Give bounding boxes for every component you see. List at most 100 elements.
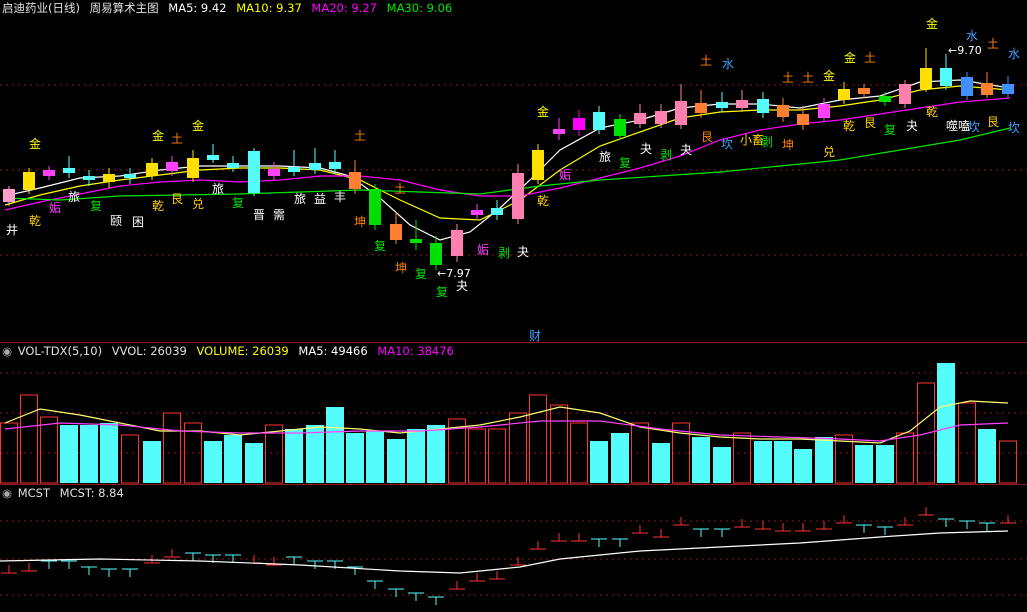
candle-body-19 bbox=[390, 224, 402, 240]
volume-panel[interactable]: ◉ VOL-TDX(5,10) VVOL: 26039 VOLUME: 2603… bbox=[0, 343, 1027, 484]
gua-label: 姤 bbox=[559, 168, 571, 182]
candle-body-22 bbox=[451, 230, 463, 256]
gua-label: 夬 bbox=[680, 143, 692, 157]
candle-body-14 bbox=[288, 167, 300, 172]
volume-bar-40 bbox=[815, 437, 833, 483]
candle-body-9 bbox=[187, 158, 199, 178]
gua-label: 夬 bbox=[906, 119, 918, 133]
gua-label: 土 bbox=[171, 132, 183, 146]
volume-bar-44 bbox=[896, 432, 914, 484]
volume-indicator-name[interactable]: VOL-TDX(5,10) bbox=[17, 344, 103, 358]
candle-body-17 bbox=[349, 172, 361, 189]
candle-body-16 bbox=[329, 162, 341, 169]
candle-body-10 bbox=[207, 155, 219, 160]
low-price-marker: ←7.97 bbox=[437, 267, 471, 280]
mcst-panel[interactable]: ◉ MCST MCST: 8.84 bbox=[0, 485, 1027, 612]
gua-label: 土 bbox=[987, 37, 999, 51]
candle-body-31 bbox=[634, 113, 646, 124]
mcst-indicator-name[interactable]: MCST bbox=[17, 486, 50, 500]
candle-body-43 bbox=[879, 96, 891, 102]
volume-bar-14 bbox=[285, 429, 303, 483]
ma5-line bbox=[4, 79, 1011, 241]
gua-label: 兑 bbox=[192, 197, 204, 211]
main-chart-panel[interactable]: 启迪药业(日线) 周易算术主图 MA5: 9.42 MA10: 9.37 MA2… bbox=[0, 0, 1027, 342]
volume-bar-20 bbox=[407, 429, 425, 483]
volume-bar-34 bbox=[692, 437, 710, 483]
candle-body-20 bbox=[410, 239, 422, 243]
gua-label: 艮 bbox=[864, 116, 876, 130]
volume-bar-26 bbox=[529, 394, 547, 484]
stock-name: 启迪药业(日线) bbox=[2, 1, 80, 15]
volume-bar-23 bbox=[468, 428, 486, 484]
gua-label: 土 bbox=[782, 71, 794, 85]
volume-bar-16 bbox=[326, 407, 344, 483]
vol-ma5-readout: MA5: 49466 bbox=[298, 344, 368, 358]
gua-label: 复 bbox=[415, 267, 427, 281]
gua-label: 艮 bbox=[701, 130, 713, 144]
candle-body-41 bbox=[838, 89, 850, 100]
volume-bar-3 bbox=[60, 425, 78, 483]
volume-bar-48 bbox=[978, 429, 996, 483]
volume-bar-11 bbox=[224, 435, 242, 483]
volume-chart[interactable] bbox=[0, 343, 1027, 484]
panel-divider bbox=[0, 484, 1027, 485]
volume-bar-0 bbox=[0, 422, 18, 484]
candle-body-21 bbox=[430, 243, 442, 265]
gua-label: 金 bbox=[29, 136, 41, 151]
mcst-chart[interactable] bbox=[0, 485, 1027, 612]
candle-body-23 bbox=[471, 210, 483, 215]
volume-bar-42 bbox=[855, 445, 873, 483]
gua-label: 兑 bbox=[823, 145, 835, 159]
gua-label: 乾 bbox=[537, 194, 549, 208]
candle-body-44 bbox=[899, 84, 911, 104]
vol-ma5-line bbox=[4, 400, 1009, 444]
gua-label: 坎 bbox=[968, 120, 980, 134]
circle-icon[interactable]: ◉ bbox=[2, 486, 13, 500]
gua-label: 乾 bbox=[926, 105, 938, 119]
volume-header: ◉ VOL-TDX(5,10) VVOL: 26039 VOLUME: 2603… bbox=[2, 344, 460, 358]
gua-label: 金 bbox=[823, 68, 835, 83]
volume-bar-2 bbox=[40, 416, 58, 484]
gua-label: 水 bbox=[722, 57, 734, 71]
candle-body-29 bbox=[593, 112, 605, 130]
gua-label: 土 bbox=[700, 54, 712, 68]
candle-body-34 bbox=[695, 103, 707, 113]
candlestick-chart[interactable]: 井乾金姤旅复颐 困乾金 土艮金兑旅复晋 需旅益丰土坤土复坤 复复 夬姤剥夬金乾姤旅 复夬剥夬… bbox=[0, 0, 1027, 342]
gua-label: 夬 bbox=[517, 245, 529, 259]
gua-label: 晋 bbox=[253, 208, 265, 222]
gua-label: 坤 bbox=[354, 214, 366, 229]
candle-body-49 bbox=[1002, 84, 1014, 94]
gua-label: 剥 bbox=[498, 246, 510, 260]
gua-label: 土 bbox=[354, 129, 366, 143]
gua-label: 艮 bbox=[987, 115, 999, 129]
gua-label: 坤 bbox=[395, 260, 407, 275]
circle-icon[interactable]: ◉ bbox=[2, 344, 13, 358]
candle-body-6 bbox=[124, 174, 136, 178]
gua-label: 金 bbox=[537, 104, 549, 119]
candle-body-24 bbox=[491, 208, 503, 215]
candle-body-5 bbox=[103, 174, 115, 182]
candle-body-30 bbox=[614, 119, 626, 136]
volume-bar-25 bbox=[509, 412, 527, 484]
gua-label: 坎 bbox=[1008, 121, 1020, 135]
candle-body-12 bbox=[248, 151, 260, 193]
volume-bar-31 bbox=[631, 422, 649, 484]
high-price-marker: ←9.70 bbox=[948, 44, 982, 57]
gua-label: 金 bbox=[152, 128, 164, 143]
gua-label: 金 bbox=[192, 118, 204, 133]
volume-bar-45 bbox=[917, 382, 935, 484]
gua-label: 坎 bbox=[721, 137, 733, 151]
volume-bar-1 bbox=[20, 394, 38, 484]
gua-label: 乾 bbox=[29, 214, 41, 228]
volume-bar-21 bbox=[427, 425, 445, 483]
indicator-name[interactable]: 周易算术主图 bbox=[89, 1, 159, 15]
candle-body-8 bbox=[166, 162, 178, 171]
gua-label: 土 bbox=[802, 71, 814, 85]
gua-label: 水 bbox=[1008, 47, 1020, 61]
cai-marker: 财 bbox=[529, 329, 542, 342]
volume-bar-30 bbox=[611, 433, 629, 483]
volume-bar-17 bbox=[346, 433, 364, 483]
gua-label: 夬 bbox=[456, 279, 468, 293]
gua-label: 益 bbox=[314, 192, 326, 206]
candle-body-33 bbox=[675, 101, 687, 125]
